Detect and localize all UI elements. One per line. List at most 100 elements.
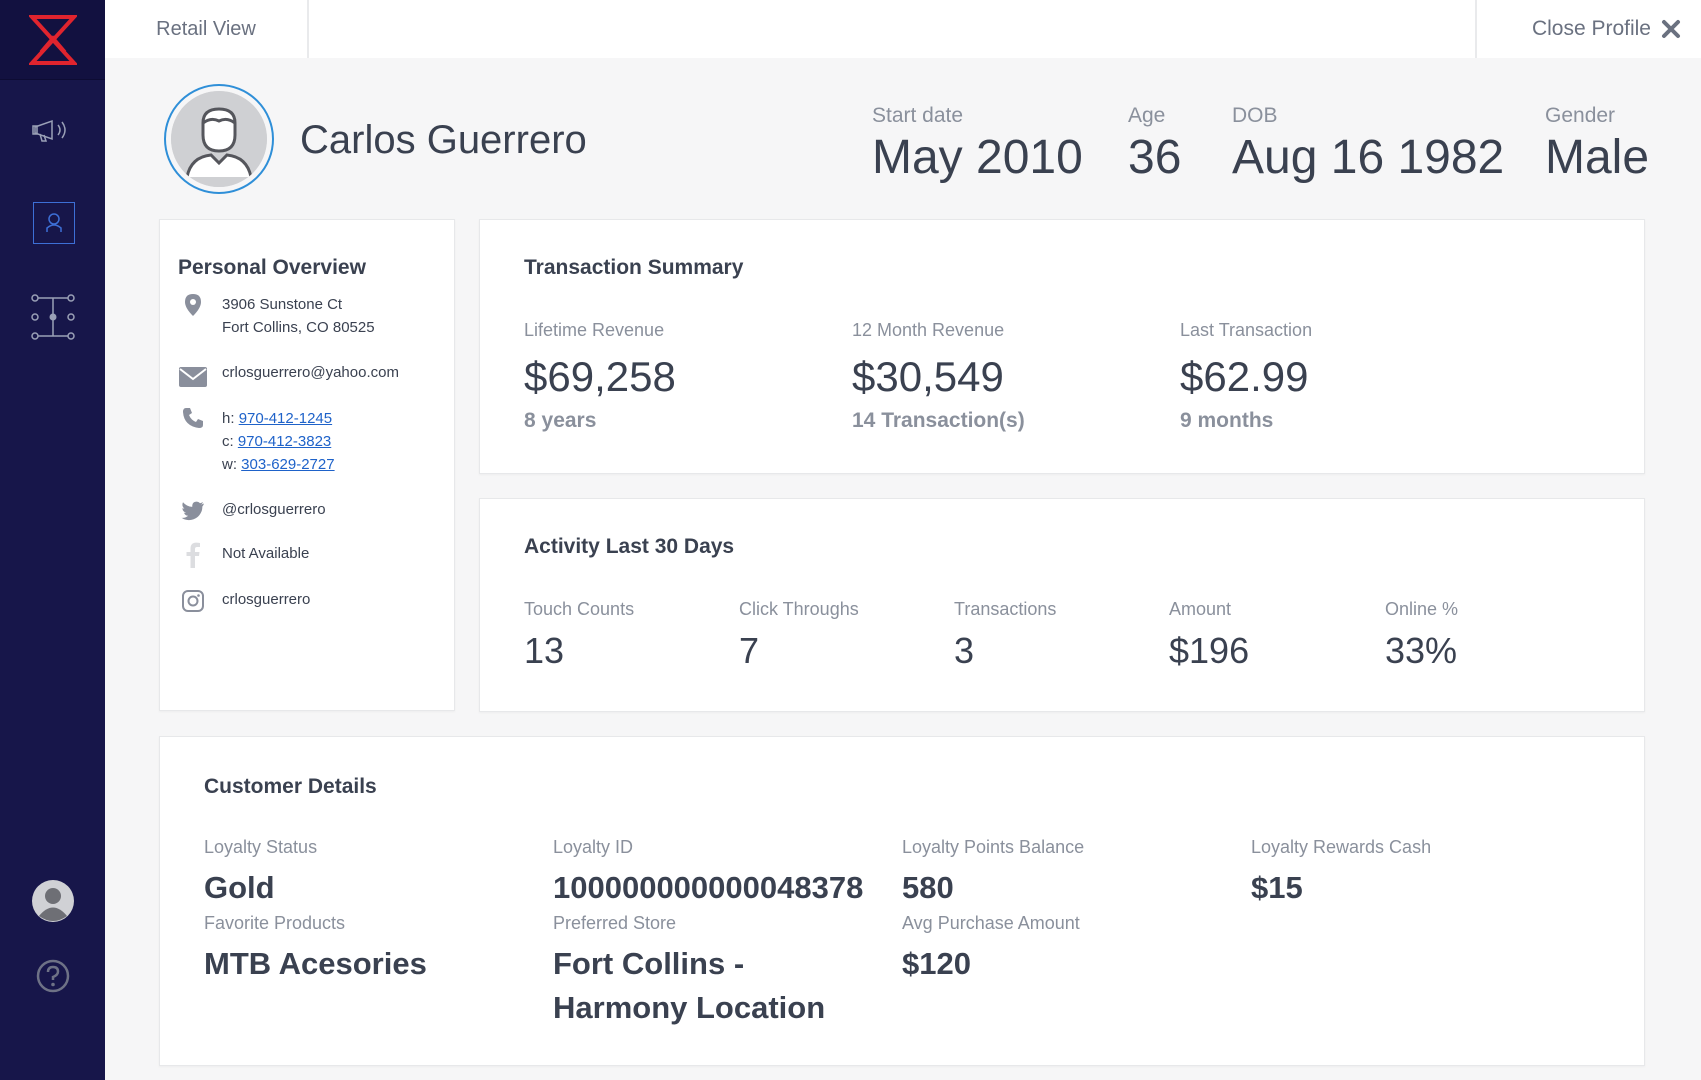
avatar-icon (31, 880, 74, 922)
help-button[interactable] (0, 956, 105, 996)
close-profile-label: Close Profile (1531, 17, 1651, 40)
email-row: crlosguerrero@yahoo.com (178, 361, 399, 387)
transactions-stat: Transactions 3 (954, 599, 1056, 672)
profile-avatar (164, 84, 274, 194)
gender-stat: Gender Male (1545, 104, 1649, 185)
dob-value: Aug 16 1982 (1232, 131, 1505, 184)
loyalty-id-label: Loyalty ID (553, 837, 634, 857)
user-avatar[interactable] (0, 878, 105, 924)
avg-purchase-field: Avg Purchase Amount $120 (902, 913, 1232, 986)
phone-home-prefix: h: (222, 410, 235, 427)
loyalty-status-field: Loyalty Status Gold (204, 837, 534, 910)
phone-work-prefix: w: (222, 456, 237, 473)
customer-details-card: Customer Details Loyalty Status Gold Loy… (159, 736, 1645, 1066)
loyalty-status-value: Gold (204, 870, 275, 905)
click-throughs-label: Click Throughs (739, 599, 859, 619)
favorite-products-value: MTB Acesories (204, 946, 427, 981)
gender-label: Gender (1545, 104, 1616, 127)
loyalty-rewards-value: $15 (1251, 870, 1303, 905)
person-icon (171, 91, 267, 187)
age-value: 36 (1128, 131, 1182, 184)
email-text[interactable]: crlosguerrero@yahoo.com (222, 364, 399, 381)
nav-journeys[interactable] (0, 292, 105, 342)
instagram-icon (182, 590, 204, 612)
top-bar: Retail View Close Profile (105, 0, 1701, 58)
last-transaction-stat: Last Transaction $62.99 9 months (1180, 320, 1312, 433)
facebook-text: Not Available (222, 545, 310, 562)
close-profile-button[interactable]: Close Profile (1475, 0, 1701, 58)
twitter-handle: @crlosguerrero (222, 501, 326, 518)
avg-purchase-label: Avg Purchase Amount (902, 913, 1080, 933)
amount-label: Amount (1169, 599, 1232, 619)
tab-retail-view[interactable]: Retail View (105, 0, 309, 58)
address-row: 3906 Sunstone Ct Fort Collins, CO 80525 (178, 293, 375, 339)
touch-counts-value: 13 (524, 630, 565, 671)
address-line-1: 3906 Sunstone Ct (222, 296, 343, 313)
last-transaction-value: $62.99 (1180, 353, 1309, 400)
click-throughs-stat: Click Throughs 7 (739, 599, 859, 672)
dob-stat: DOB Aug 16 1982 (1232, 104, 1504, 185)
last-transaction-sub: 9 months (1180, 409, 1274, 432)
month12-revenue-sub: 14 Transaction(s) (852, 409, 1025, 432)
nav-profiles[interactable] (33, 202, 75, 244)
transaction-summary-card: Transaction Summary Lifetime Revenue $69… (479, 219, 1645, 474)
mail-icon (179, 367, 207, 387)
month12-revenue-stat: 12 Month Revenue $30,549 14 Transaction(… (852, 320, 1025, 433)
loyalty-points-field: Loyalty Points Balance 580 (902, 837, 1232, 910)
instagram-row: crlosguerrero (178, 588, 310, 612)
preferred-store-value: Fort Collins - Harmony Location (553, 946, 826, 1025)
loyalty-id-field: Loyalty ID 100000000000048378 (553, 837, 893, 910)
transaction-summary-title: Transaction Summary (524, 256, 744, 279)
customer-details-title: Customer Details (204, 775, 377, 798)
click-throughs-value: 7 (739, 630, 760, 671)
loyalty-rewards-field: Loyalty Rewards Cash $15 (1251, 837, 1581, 910)
help-icon (36, 959, 69, 993)
month12-revenue-label: 12 Month Revenue (852, 320, 1005, 340)
month12-revenue-value: $30,549 (852, 353, 1004, 400)
twitter-row: @crlosguerrero (178, 498, 326, 521)
loyalty-points-value: 580 (902, 870, 954, 905)
age-label: Age (1128, 104, 1166, 127)
logo-icon (28, 14, 77, 65)
phone-cell-prefix: c: (222, 433, 234, 450)
facebook-icon (186, 542, 200, 568)
phone-home-link[interactable]: 970-412-1245 (238, 410, 333, 427)
preferred-store-field: Preferred Store Fort Collins - Harmony L… (553, 913, 883, 1030)
gender-value: Male (1545, 131, 1650, 184)
megaphone-icon (31, 119, 66, 142)
facebook-row: Not Available (178, 542, 309, 568)
instagram-handle: crlosguerrero (222, 591, 311, 608)
lifetime-revenue-value: $69,258 (524, 353, 676, 400)
transactions-label: Transactions (954, 599, 1057, 619)
loyalty-points-label: Loyalty Points Balance (902, 837, 1085, 857)
loyalty-id-value: 100000000000048378 (553, 870, 864, 905)
phone-row: h: 970-412-1245 c: 970-412-3823 w: 303-6… (178, 407, 335, 476)
start-date-value: May 2010 (872, 131, 1083, 184)
brand-logo[interactable] (0, 0, 105, 80)
age-stat: Age 36 (1128, 104, 1181, 185)
location-pin-icon (185, 294, 201, 316)
activity-title: Activity Last 30 Days (524, 535, 735, 558)
phone-cell-link[interactable]: 970-412-3823 (237, 433, 332, 450)
phone-work-link[interactable]: 303-629-2727 (241, 456, 335, 473)
lifetime-revenue-stat: Lifetime Revenue $69,258 8 years (524, 320, 676, 433)
dob-label: DOB (1232, 104, 1278, 127)
nav-campaigns[interactable] (0, 112, 105, 148)
online-percent-value: 33% (1385, 630, 1458, 671)
amount-value: $196 (1169, 630, 1250, 671)
amount-stat: Amount $196 (1169, 599, 1249, 672)
lifetime-revenue-sub: 8 years (524, 409, 597, 432)
touch-counts-stat: Touch Counts 13 (524, 599, 634, 672)
favorite-products-field: Favorite Products MTB Acesories (204, 913, 534, 986)
loyalty-status-label: Loyalty Status (204, 837, 318, 857)
online-percent-stat: Online % 33% (1385, 599, 1458, 672)
last-transaction-label: Last Transaction (1180, 320, 1313, 340)
activity-card: Activity Last 30 Days Touch Counts 13 Cl… (479, 498, 1645, 712)
user-icon (46, 213, 62, 232)
start-date-stat: Start date May 2010 (872, 104, 1083, 185)
start-date-label: Start date (872, 104, 964, 127)
personal-overview-title: Personal Overview (178, 256, 366, 279)
loyalty-rewards-label: Loyalty Rewards Cash (1251, 837, 1432, 857)
online-percent-label: Online % (1385, 599, 1459, 619)
preferred-store-label: Preferred Store (553, 913, 677, 933)
